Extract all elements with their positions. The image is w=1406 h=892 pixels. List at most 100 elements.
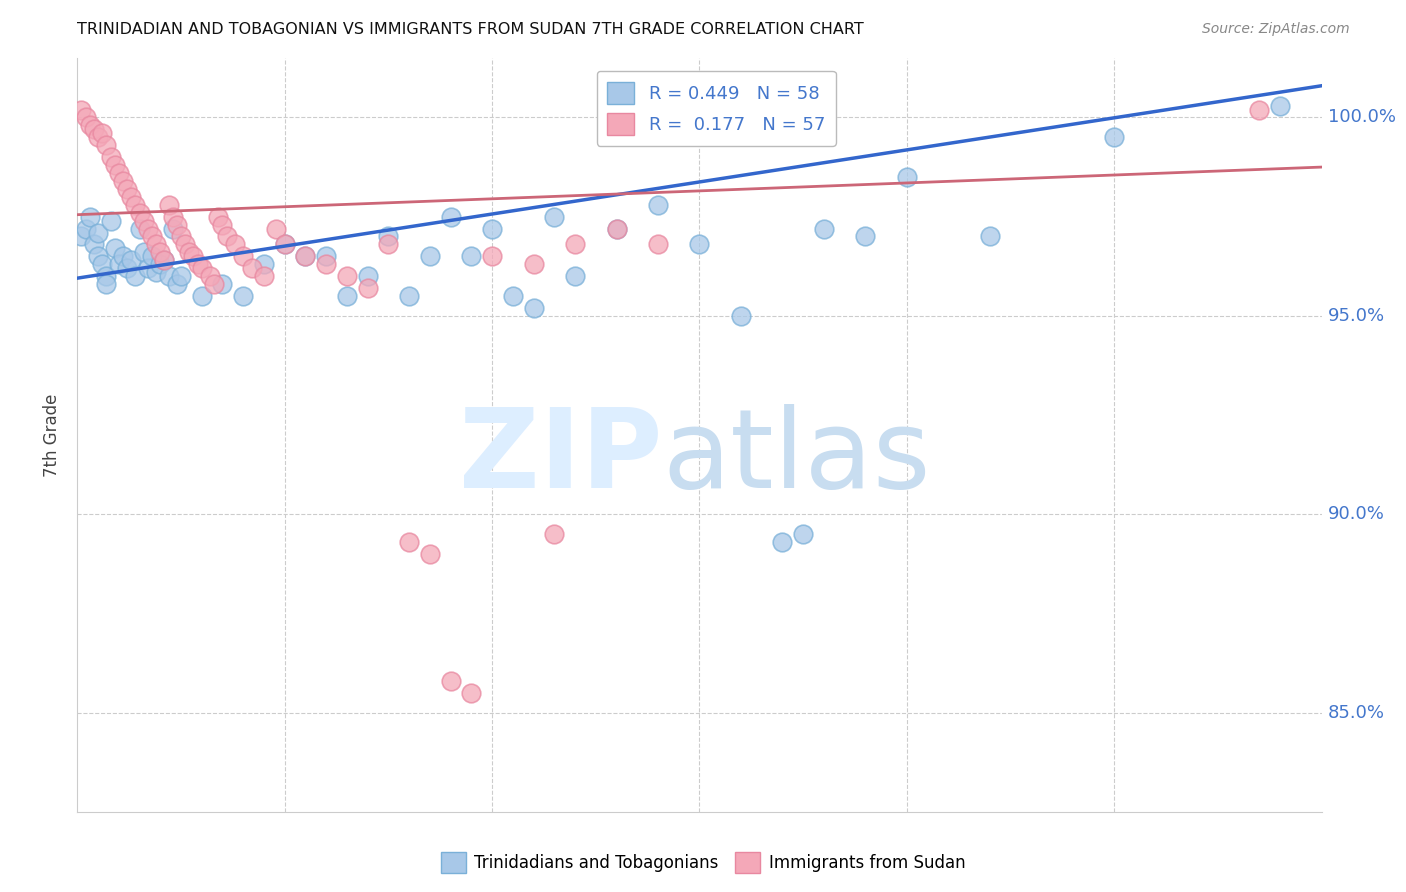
Point (315, 257, 337, 271)
Point (481, 249, 503, 263)
Point (115, 182, 138, 196)
Point (502, 289, 524, 303)
Text: 95.0%: 95.0% (1327, 307, 1385, 325)
Point (132, 245, 155, 260)
Point (543, 210, 565, 224)
Point (606, 221, 628, 235)
Point (141, 249, 163, 263)
Point (191, 261, 214, 276)
Point (96, 269, 118, 284)
Point (523, 301, 546, 315)
Point (460, 249, 482, 263)
Point (91, 126, 114, 140)
Point (100, 213, 122, 227)
Point (1249, 103, 1271, 117)
Point (87, 226, 110, 240)
Point (377, 229, 399, 244)
Point (128, 221, 150, 235)
Point (398, 289, 420, 303)
Point (202, 277, 225, 291)
Point (207, 210, 229, 224)
Point (523, 257, 546, 271)
Point (120, 190, 142, 204)
Text: 85.0%: 85.0% (1327, 704, 1385, 722)
Point (198, 269, 221, 284)
Point (166, 277, 188, 291)
Point (83, 237, 105, 252)
Point (183, 249, 205, 263)
Point (104, 241, 127, 255)
Text: 90.0%: 90.0% (1327, 505, 1385, 524)
Point (111, 249, 134, 263)
Point (162, 210, 184, 224)
Point (215, 229, 238, 244)
Point (108, 257, 131, 271)
Text: ZIP: ZIP (458, 404, 662, 511)
Point (357, 269, 380, 284)
Point (792, 527, 814, 541)
Point (124, 269, 146, 284)
Point (149, 257, 172, 271)
Point (170, 229, 193, 244)
Point (211, 218, 233, 232)
Point (162, 221, 184, 235)
Point (87, 249, 110, 263)
Point (730, 309, 752, 323)
Point (240, 261, 263, 276)
Point (419, 547, 441, 561)
Point (224, 237, 246, 252)
Point (772, 535, 794, 549)
Point (174, 237, 197, 252)
Text: atlas: atlas (662, 404, 931, 511)
Point (157, 198, 180, 212)
Point (149, 245, 172, 260)
Point (153, 253, 176, 268)
Point (70, 103, 93, 117)
Point (157, 269, 180, 284)
Point (100, 150, 122, 164)
Point (274, 237, 297, 252)
Text: 100.0%: 100.0% (1327, 109, 1396, 127)
Point (1104, 130, 1126, 145)
Point (855, 229, 877, 244)
Point (96, 277, 118, 291)
Point (336, 269, 359, 284)
Point (141, 229, 163, 244)
Point (232, 249, 254, 263)
Point (357, 281, 380, 295)
Point (145, 237, 167, 252)
Point (191, 289, 214, 303)
Point (179, 245, 201, 260)
Point (79, 119, 101, 133)
Text: Source: ZipAtlas.com: Source: ZipAtlas.com (1202, 22, 1350, 37)
Point (104, 158, 127, 172)
Point (124, 198, 146, 212)
Point (813, 221, 835, 235)
Point (266, 221, 288, 235)
Point (689, 237, 711, 252)
Point (115, 261, 138, 276)
Point (1270, 98, 1292, 112)
Point (896, 169, 918, 184)
Point (128, 205, 150, 219)
Point (87, 130, 110, 145)
Point (294, 249, 316, 263)
Point (440, 210, 463, 224)
Point (75, 111, 97, 125)
Point (145, 265, 167, 279)
Point (96, 138, 118, 153)
Point (70, 229, 93, 244)
Point (979, 229, 1001, 244)
Point (136, 261, 159, 276)
Point (187, 257, 209, 271)
Point (398, 535, 420, 549)
Point (253, 269, 276, 284)
Point (120, 253, 142, 268)
Point (274, 237, 297, 252)
Point (170, 269, 193, 284)
Point (132, 213, 155, 227)
Point (315, 249, 337, 263)
Legend: Trinidadians and Tobagonians, Immigrants from Sudan: Trinidadians and Tobagonians, Immigrants… (434, 846, 972, 880)
Legend: R = 0.449   N = 58, R =  0.177   N = 57: R = 0.449 N = 58, R = 0.177 N = 57 (596, 70, 837, 145)
Point (79, 210, 101, 224)
